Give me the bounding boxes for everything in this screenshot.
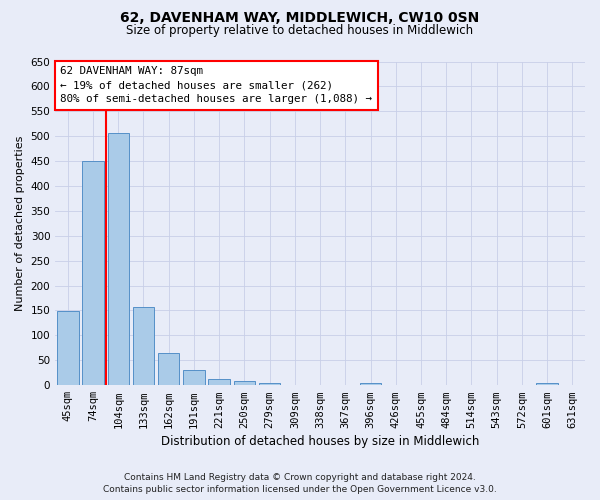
Text: 62, DAVENHAM WAY, MIDDLEWICH, CW10 0SN: 62, DAVENHAM WAY, MIDDLEWICH, CW10 0SN bbox=[121, 11, 479, 25]
Bar bbox=[57, 312, 79, 385]
Bar bbox=[536, 382, 558, 385]
Bar bbox=[82, 161, 104, 385]
X-axis label: Distribution of detached houses by size in Middlewich: Distribution of detached houses by size … bbox=[161, 434, 479, 448]
Bar bbox=[133, 306, 154, 385]
Text: Size of property relative to detached houses in Middlewich: Size of property relative to detached ho… bbox=[127, 24, 473, 37]
Bar bbox=[259, 383, 280, 385]
Text: 62 DAVENHAM WAY: 87sqm
← 19% of detached houses are smaller (262)
80% of semi-de: 62 DAVENHAM WAY: 87sqm ← 19% of detached… bbox=[61, 66, 373, 104]
Bar bbox=[183, 370, 205, 385]
Bar bbox=[360, 382, 381, 385]
Y-axis label: Number of detached properties: Number of detached properties bbox=[15, 136, 25, 311]
Bar bbox=[107, 132, 129, 385]
Bar bbox=[233, 381, 255, 385]
Bar bbox=[208, 378, 230, 385]
Text: Contains HM Land Registry data © Crown copyright and database right 2024.
Contai: Contains HM Land Registry data © Crown c… bbox=[103, 472, 497, 494]
Bar bbox=[158, 353, 179, 385]
